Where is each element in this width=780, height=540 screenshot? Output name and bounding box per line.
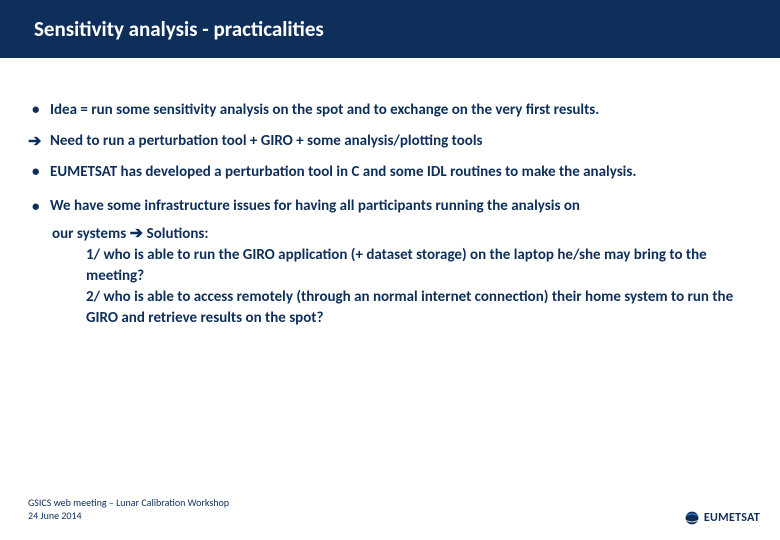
- slide-footer: GSICS web meeting – Lunar Calibration Wo…: [28, 496, 229, 522]
- globe-icon: [684, 510, 700, 526]
- bullet-item: • EUMETSAT has developed a perturbation …: [28, 158, 752, 187]
- arrow-text: Need to run a perturbation tool + GIRO +…: [50, 131, 752, 153]
- eumetsat-logo: EUMETSAT: [684, 510, 760, 526]
- bullet-item: • We have some infrastructure issues for…: [28, 193, 752, 222]
- solutions-block: our systems ➔ Solutions: 1/ who is able …: [52, 223, 752, 329]
- solutions-intro: our systems ➔ Solutions:: [52, 223, 752, 245]
- bullet-marker: •: [28, 193, 50, 222]
- slide-title: Sensitivity analysis - practicalities: [34, 16, 324, 42]
- arrow-item: ➔ Need to run a perturbation tool + GIRO…: [28, 131, 752, 153]
- bullet-text: EUMETSAT has developed a perturbation to…: [50, 158, 752, 187]
- slide-content: • Idea = run some sensitivity analysis o…: [0, 58, 780, 329]
- bullet-marker: •: [28, 96, 50, 125]
- slide-header: Sensitivity analysis - practicalities: [0, 0, 780, 58]
- intro-text-b: Solutions:: [147, 225, 209, 243]
- bullet-text: We have some infrastructure issues for h…: [50, 193, 752, 222]
- bullet-text: Idea = run some sensitivity analysis on …: [50, 96, 752, 125]
- solution-line: 2/ who is able to access remotely (throu…: [52, 287, 752, 329]
- logo-text: EUMETSAT: [704, 511, 760, 525]
- arrow-icon: ➔: [28, 131, 50, 153]
- intro-text-a: our systems: [52, 225, 126, 243]
- solution-line: 1/ who is able to run the GIRO applicati…: [52, 245, 752, 287]
- footer-line: 24 June 2014: [28, 509, 229, 522]
- bullet-item: • Idea = run some sensitivity analysis o…: [28, 96, 752, 125]
- bullet-marker: •: [28, 158, 50, 187]
- arrow-icon: ➔: [130, 224, 147, 243]
- footer-line: GSICS web meeting – Lunar Calibration Wo…: [28, 496, 229, 509]
